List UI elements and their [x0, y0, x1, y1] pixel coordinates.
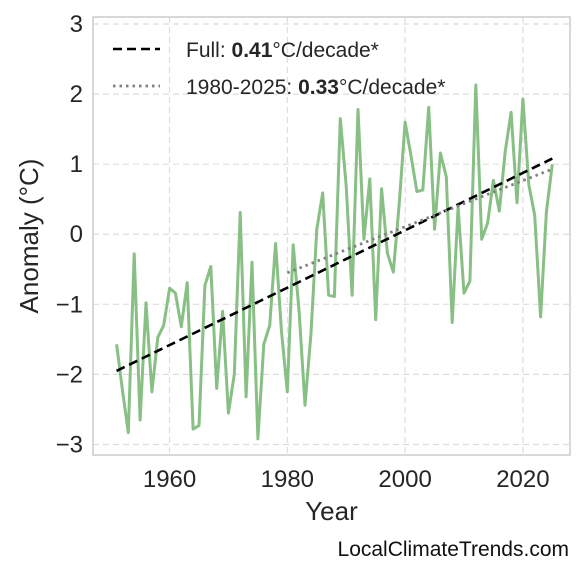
legend-entry-label: Full: 0.41°C/decade*	[186, 39, 379, 62]
y-tick-label: 0	[70, 221, 83, 248]
x-axis-label: Year	[305, 496, 358, 526]
tick-labels: 1960 1980 2000 2020 −3 −2 −1 0 1 2 3	[56, 11, 550, 493]
legend-prefix: 1980-2025:	[186, 76, 298, 99]
plot-frame	[92, 16, 571, 456]
full-trend-line	[115, 157, 553, 373]
y-tick-label: 1	[70, 151, 83, 178]
legend: Full: 0.41°C/decade*1980-2025: 0.33°C/de…	[113, 39, 445, 99]
legend-suffix: °C/decade*	[272, 39, 378, 62]
watermark-text: LocalClimateTrends.com	[337, 538, 569, 561]
trend-layer	[115, 157, 553, 373]
y-tick-label: −3	[56, 431, 83, 458]
legend-suffix: °C/decade*	[339, 76, 445, 99]
y-axis-label: Anomaly (°C)	[14, 159, 44, 314]
y-tick-label: −2	[56, 361, 83, 388]
legend-entry-label: 1980-2025: 0.33°C/decade*	[186, 76, 445, 99]
legend-rate: 0.41	[232, 39, 273, 62]
legend-prefix: Full:	[186, 39, 232, 62]
y-tick-label: 3	[70, 11, 83, 38]
x-tick-label: 1980	[261, 466, 314, 493]
y-tick-label: −1	[56, 291, 83, 318]
x-tick-label: 2000	[378, 466, 431, 493]
legend-rate: 0.33	[298, 76, 339, 99]
y-tick-label: 2	[70, 81, 83, 108]
recent-trend-line	[286, 167, 553, 275]
x-tick-label: 2020	[496, 466, 549, 493]
series-layer	[115, 83, 554, 441]
x-tick-label: 1960	[143, 466, 196, 493]
anomaly-series-line	[115, 83, 554, 441]
